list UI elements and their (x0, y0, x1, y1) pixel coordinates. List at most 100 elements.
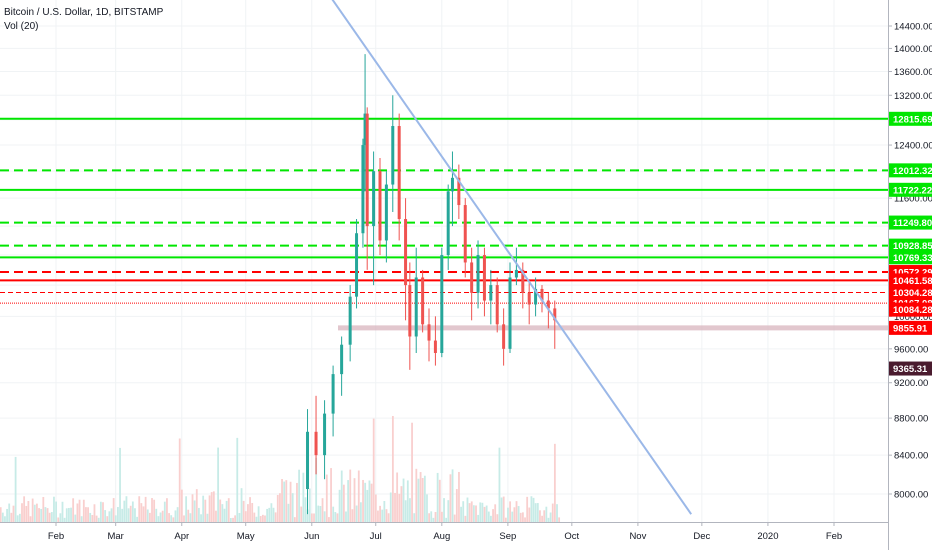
price-tick-label: 14400.00 (894, 22, 932, 33)
candle-body (355, 233, 359, 297)
volume-bar (74, 514, 77, 522)
volume-bar (291, 493, 294, 522)
volume-bar (125, 496, 128, 522)
volume-bar (4, 516, 6, 522)
volume-bar (517, 506, 520, 522)
price-tick-label: 8400.00 (894, 451, 928, 462)
price-label-10461.58[interactable]: 10461.58 (893, 276, 932, 287)
price-label-10928.85[interactable]: 10928.85 (893, 241, 932, 252)
candle-body (372, 171, 376, 227)
price-label-11722.22[interactable]: 11722.22 (893, 185, 932, 196)
volume-bar (166, 498, 168, 522)
volume-bar (31, 498, 34, 522)
volume-bar (411, 422, 413, 522)
candle-body (331, 374, 335, 414)
volume-bar (225, 500, 228, 522)
volume-bar (413, 513, 416, 522)
support-zone (338, 325, 888, 331)
price-label-9855.91-bg (889, 320, 932, 335)
volume-bar (317, 505, 320, 522)
volume-bar (206, 513, 209, 522)
price-label-9855.91[interactable]: 9855.91 (893, 323, 928, 334)
volume-bar (460, 506, 462, 522)
price-axis[interactable]: 14400.0014000.0013600.0013200.0012800.00… (888, 0, 932, 550)
volume-bar (202, 495, 205, 522)
candle-body (521, 269, 525, 293)
time-axis[interactable]: Feb Mar Apr May Jun Jul Aug Sep Oct Nov Dec 2020 Feb (0, 522, 888, 550)
volume-bar (46, 508, 49, 522)
volume-bar (287, 503, 290, 522)
price-label-10304.28[interactable]: 10304.28 (893, 288, 932, 299)
volume-bar (519, 512, 522, 522)
candle-body (391, 126, 395, 185)
volume-bar (351, 509, 354, 522)
volume-bar (266, 508, 269, 522)
candle-body (340, 344, 344, 375)
volume-bar (57, 517, 60, 522)
volume-bar (178, 438, 181, 522)
horizontal-levels[interactable] (0, 117, 888, 304)
symbol-title[interactable]: Bitcoin / U.S. Dollar, 1D, BITSTAMP (4, 7, 164, 18)
volume-bar (445, 517, 448, 522)
price-label-10084.28[interactable]: 10084.28 (893, 305, 932, 316)
trendline[interactable] (312, 0, 693, 515)
volume-bar (251, 503, 254, 522)
last-price-label-bg (889, 361, 932, 376)
volume-bar (342, 484, 345, 522)
price-label-10572.29[interactable]: 10572.29 (893, 268, 932, 279)
volume-bar (285, 480, 288, 522)
volume-indicator-label[interactable]: Vol (20) (4, 21, 39, 32)
candle-body (508, 277, 512, 349)
volume-bar (496, 514, 499, 522)
candle-body (450, 177, 454, 192)
volume-bar (193, 500, 196, 522)
price-label-11249.80[interactable]: 11249.80 (893, 218, 932, 229)
volume-bar (268, 507, 271, 522)
volume-bar (524, 517, 526, 522)
volume-bar (528, 507, 531, 522)
candle-body (427, 324, 431, 341)
volume-bar (261, 514, 264, 522)
volume-bar (50, 512, 53, 522)
volume-bar (396, 472, 399, 522)
volume-bar (127, 508, 130, 522)
volume-bar (347, 480, 350, 522)
volume-bar (185, 496, 188, 522)
volume-bar (85, 507, 87, 522)
volume-bar (95, 515, 98, 522)
volume-bar (44, 507, 47, 522)
volume-bar (1, 512, 4, 522)
volume-bar (298, 469, 300, 522)
candle-body (404, 219, 408, 286)
price-tick-label: 14000.00 (894, 44, 932, 55)
volume-bar (438, 479, 441, 522)
price-label-12815.69[interactable]: 12815.69 (893, 114, 932, 125)
volume-bar (306, 509, 309, 522)
volume-bar (387, 513, 390, 522)
volume-bar (249, 497, 251, 522)
volume-bar (212, 491, 215, 522)
volume-bar (140, 503, 143, 522)
volume-bar (507, 507, 509, 522)
price-label-10769.33[interactable]: 10769.33 (893, 253, 932, 264)
price-label-12012.32[interactable]: 12012.32 (893, 166, 932, 177)
volume-bar (336, 513, 339, 522)
time-tick-label: May (237, 531, 255, 542)
volume-bar (157, 516, 160, 522)
volume-bar (238, 512, 241, 522)
volume-bar (276, 494, 279, 522)
volume-bar (144, 496, 147, 522)
volume-bar (372, 418, 375, 522)
descending-trendline[interactable] (312, 0, 693, 515)
last-price-label[interactable]: 9365.31 (893, 364, 928, 375)
volume-bar (232, 517, 234, 522)
time-tick-label: Dec (693, 531, 710, 542)
volume-bar (428, 513, 431, 522)
volume-bar (29, 516, 32, 522)
volume-bar (355, 505, 358, 522)
volume-bar (383, 501, 386, 522)
price-label-11249.80-bg (889, 215, 932, 230)
volume-bar (487, 511, 490, 522)
volume-bar (279, 493, 281, 522)
